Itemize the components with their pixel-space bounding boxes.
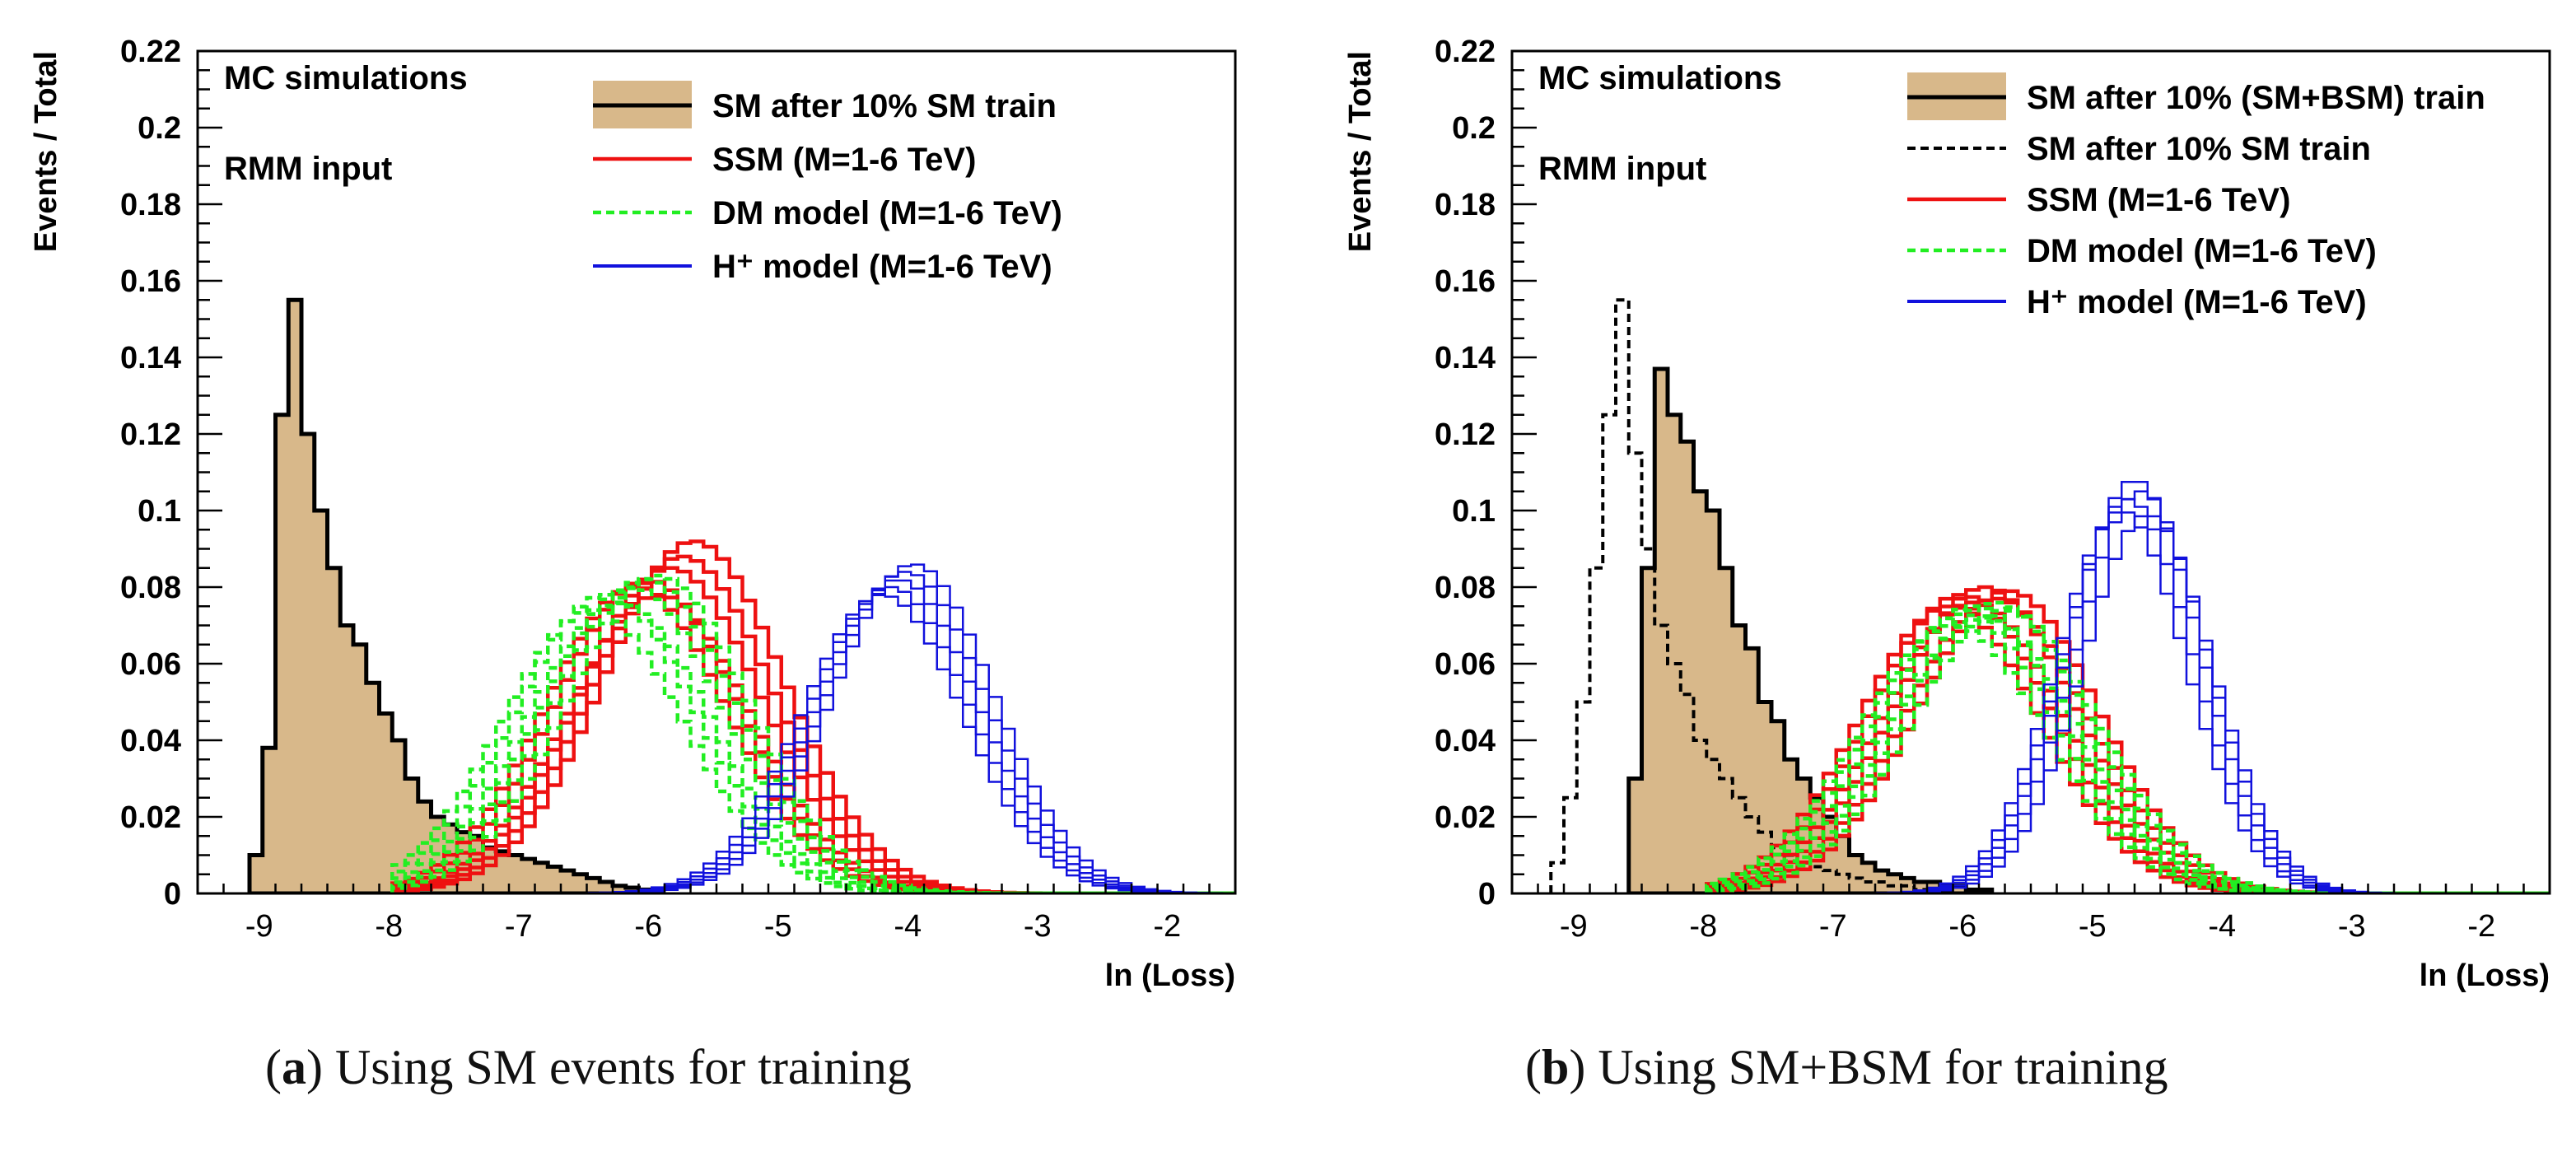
y-tick-label: 0.1: [138, 494, 181, 529]
y-tick-label: 0.2: [138, 111, 181, 146]
y-axis-title: Events / Total: [1343, 51, 1378, 252]
y-tick-label: 0.02: [1435, 800, 1496, 835]
annotation-mc-simulations: MC simulations: [1538, 60, 1782, 96]
x-tick-label: -8: [1689, 909, 1717, 944]
y-tick-label: 0.02: [120, 800, 181, 835]
series-ssm-mass-2: [390, 577, 1235, 893]
x-tick-label: -7: [505, 909, 533, 944]
x-tick-label: -9: [245, 909, 273, 944]
x-tick-label: -6: [634, 909, 662, 944]
series-dm-model-mass-6: [1705, 609, 2550, 893]
chart-panel-b: -9 -8 -7 -6 -5 -4 -3 -2 0 0.02 0.04 0.06 0.08 0.1 0.12…: [1343, 35, 2551, 993]
y-tick-label: 0.18: [1435, 188, 1496, 222]
plot-area: [247, 297, 1235, 893]
series-dm-model-mass-6: [390, 573, 1235, 893]
y-tick-label: 0.16: [120, 264, 181, 299]
chart-panel-a: -9 -8 -7 -6 -5 -4 -3 -2 0 0.02 0.04 0.06 0.08 0.1 0.12…: [29, 35, 1237, 993]
legend-entry: H⁺ model (M=1-6 TeV): [712, 249, 1052, 285]
annotation-rmm-input: RMM input: [224, 151, 392, 187]
caption-a-label: a: [281, 1040, 306, 1094]
x-tick-label: -8: [375, 909, 403, 944]
y-tick-label: 0.12: [120, 417, 181, 452]
y-tick-label: 0.08: [120, 571, 181, 605]
caption-b-text: Using SM+BSM for training: [1598, 1040, 2168, 1094]
annotation-rmm-input: RMM input: [1538, 151, 1706, 187]
x-tick-label: -3: [2338, 909, 2366, 944]
legend-entry: H⁺ model (M=1-6 TeV): [2027, 284, 2367, 320]
y-tick-label: 0.14: [120, 341, 181, 375]
y-tick-label: 0.22: [120, 35, 181, 69]
y-tick-label: 0.06: [1435, 647, 1496, 682]
plot-area: [1549, 298, 2550, 893]
x-tick-label: -5: [2079, 909, 2107, 944]
x-tick-label: -2: [1153, 909, 1181, 944]
y-tick-label: 0.14: [1435, 341, 1496, 375]
x-tick-label: -4: [894, 909, 922, 944]
x-tick-label: -9: [1560, 909, 1588, 944]
caption-b: (b) Using SM+BSM for training: [1525, 1040, 2168, 1094]
x-tick-label: -2: [2467, 909, 2495, 944]
y-tick-label: 0.06: [120, 647, 181, 682]
legend-entry: SSM (M=1-6 TeV): [2027, 182, 2290, 218]
series-h-model-mass-3: [392, 579, 1235, 893]
annotation-mc-simulations: MC simulations: [224, 60, 468, 96]
series-ssm-mass-4: [390, 566, 1235, 893]
legend-entry: DM model (M=1-6 TeV): [2027, 233, 2377, 269]
legend-entry: SSM (M=1-6 TeV): [712, 142, 976, 178]
series-ssm-mass-6: [390, 539, 1235, 893]
series-sm-after-10-sm-bsm-train: [1626, 366, 1995, 893]
y-tick-label: 0.04: [1435, 724, 1496, 758]
y-tick-label: 0.18: [120, 188, 181, 222]
legend-entry: DM model (M=1-6 TeV): [712, 195, 1062, 231]
y-tick-label: 0.1: [1452, 494, 1496, 529]
series-dm-model-mass-5: [390, 577, 1235, 893]
series-dm-model-mass-2: [1705, 612, 2550, 893]
x-tick-label: -6: [1948, 909, 1976, 944]
y-tick-label: 0.2: [1452, 111, 1496, 146]
y-tick-label: 0.22: [1435, 35, 1496, 69]
y-axis-title: Events / Total: [29, 51, 63, 252]
caption-b-label: b: [1541, 1040, 1570, 1094]
legend-entry: SM after 10% (SM+BSM) train: [2027, 80, 2485, 116]
y-tick-label: 0.16: [1435, 264, 1496, 299]
x-axis-title: ln (Loss): [2420, 958, 2550, 993]
caption-a: (a) Using SM events for training: [265, 1040, 912, 1094]
x-tick-label: -5: [764, 909, 792, 944]
legend-entry: SM after 10% SM train: [712, 88, 1057, 124]
y-tick-label: 0.12: [1435, 417, 1496, 452]
figure: -9 -8 -7 -6 -5 -4 -3 -2 0 0.02 0.04 0.06 0.08 0.1 0.12…: [29, 35, 2551, 993]
y-tick-label: 0.04: [120, 724, 181, 758]
y-tick-label: 0: [164, 877, 181, 912]
legend-entry: SM after 10% SM train: [2027, 131, 2371, 167]
series-h-model-mass-4: [392, 571, 1235, 893]
x-tick-label: -7: [1819, 909, 1847, 944]
y-tick-label: 0: [1478, 877, 1496, 912]
caption-a-text: Using SM events for training: [334, 1040, 912, 1094]
x-tick-label: -3: [1024, 909, 1052, 944]
series-sm-after-10-sm-train: [1549, 298, 1929, 893]
x-tick-label: -4: [2208, 909, 2236, 944]
series-dm-model-mass-1: [1705, 624, 2550, 893]
y-tick-label: 0.08: [1435, 571, 1496, 605]
x-axis-title: ln (Loss): [1105, 958, 1235, 993]
